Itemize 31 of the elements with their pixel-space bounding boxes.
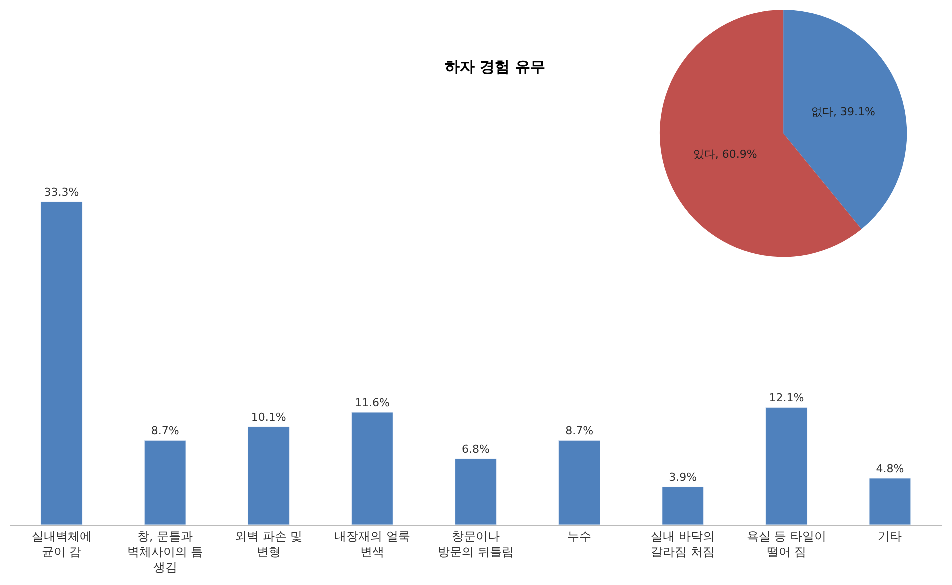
- data-label: 33.3%: [44, 186, 80, 200]
- pie-slice: [784, 10, 908, 230]
- data-label: 12.1%: [769, 392, 804, 405]
- x-tick-label: 외벽 파손 및 변형: [235, 529, 303, 559]
- bar: [248, 426, 290, 525]
- bar: [40, 202, 83, 525]
- data-label: 3.9%: [669, 471, 698, 484]
- bar: [662, 486, 704, 525]
- text: 하자 경험 유무: [445, 58, 546, 76]
- bar: [766, 407, 808, 525]
- bar: [558, 440, 601, 525]
- x-tick-label: 실내벽체에 균이 감: [32, 529, 92, 559]
- data-label: 6.8%: [462, 443, 490, 456]
- x-tick-label: 창문이나 방문의 뒤틀림: [438, 529, 514, 559]
- x-tick-label: 창, 문틀과 벽체사이의 틈 생김: [127, 529, 204, 575]
- slice-label: 있다, 60.9%: [693, 148, 758, 161]
- bar: [869, 478, 912, 525]
- data-label: 11.6%: [354, 396, 390, 410]
- slice-label: 없다, 39.1%: [812, 106, 876, 119]
- bar: [455, 458, 497, 525]
- x-tick-label: 누수: [568, 529, 592, 544]
- data-label: 4.8%: [876, 462, 904, 476]
- data-label: 10.1%: [251, 411, 286, 424]
- x-tick-label: 실내 바닥의 갈라짐 처짐: [651, 529, 716, 559]
- bar: [351, 412, 394, 525]
- x-tick-label: 기타: [878, 529, 902, 544]
- bar: [144, 440, 186, 525]
- data-label: 8.7%: [151, 424, 180, 438]
- x-tick-label: 욕실 등 타일이 떨어 짐: [746, 529, 826, 559]
- x-tick-label: 내장재의 얼룩 변색: [334, 529, 410, 559]
- data-label: 8.7%: [566, 424, 594, 438]
